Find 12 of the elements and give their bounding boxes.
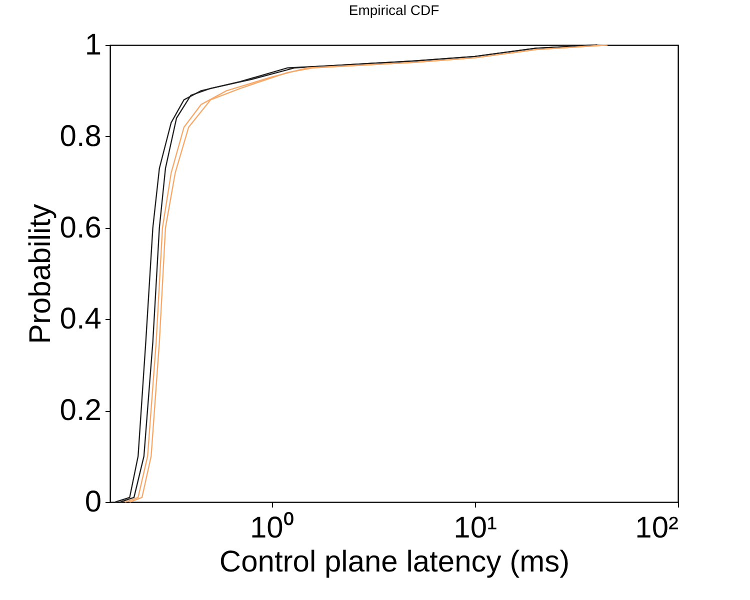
x-tick-label: 10² bbox=[635, 512, 679, 544]
y-tick-label: 0.6 bbox=[60, 211, 102, 244]
y-axis-title: Probability bbox=[24, 204, 57, 344]
x-tick-label: 10⁰ bbox=[250, 512, 294, 544]
y-tick-label: 0.4 bbox=[60, 302, 102, 336]
chart-title: Empirical CDF bbox=[348, 2, 440, 18]
y-tick-label: 0.2 bbox=[60, 394, 102, 428]
y-tick-label: 1 bbox=[84, 28, 102, 62]
x-tick-label: 10¹ bbox=[454, 512, 498, 544]
x-axis-title: Control plane latency (ms) bbox=[219, 546, 570, 578]
y-tick-label: 0.8 bbox=[60, 120, 102, 153]
y-tick-label: 0 bbox=[84, 486, 102, 518]
